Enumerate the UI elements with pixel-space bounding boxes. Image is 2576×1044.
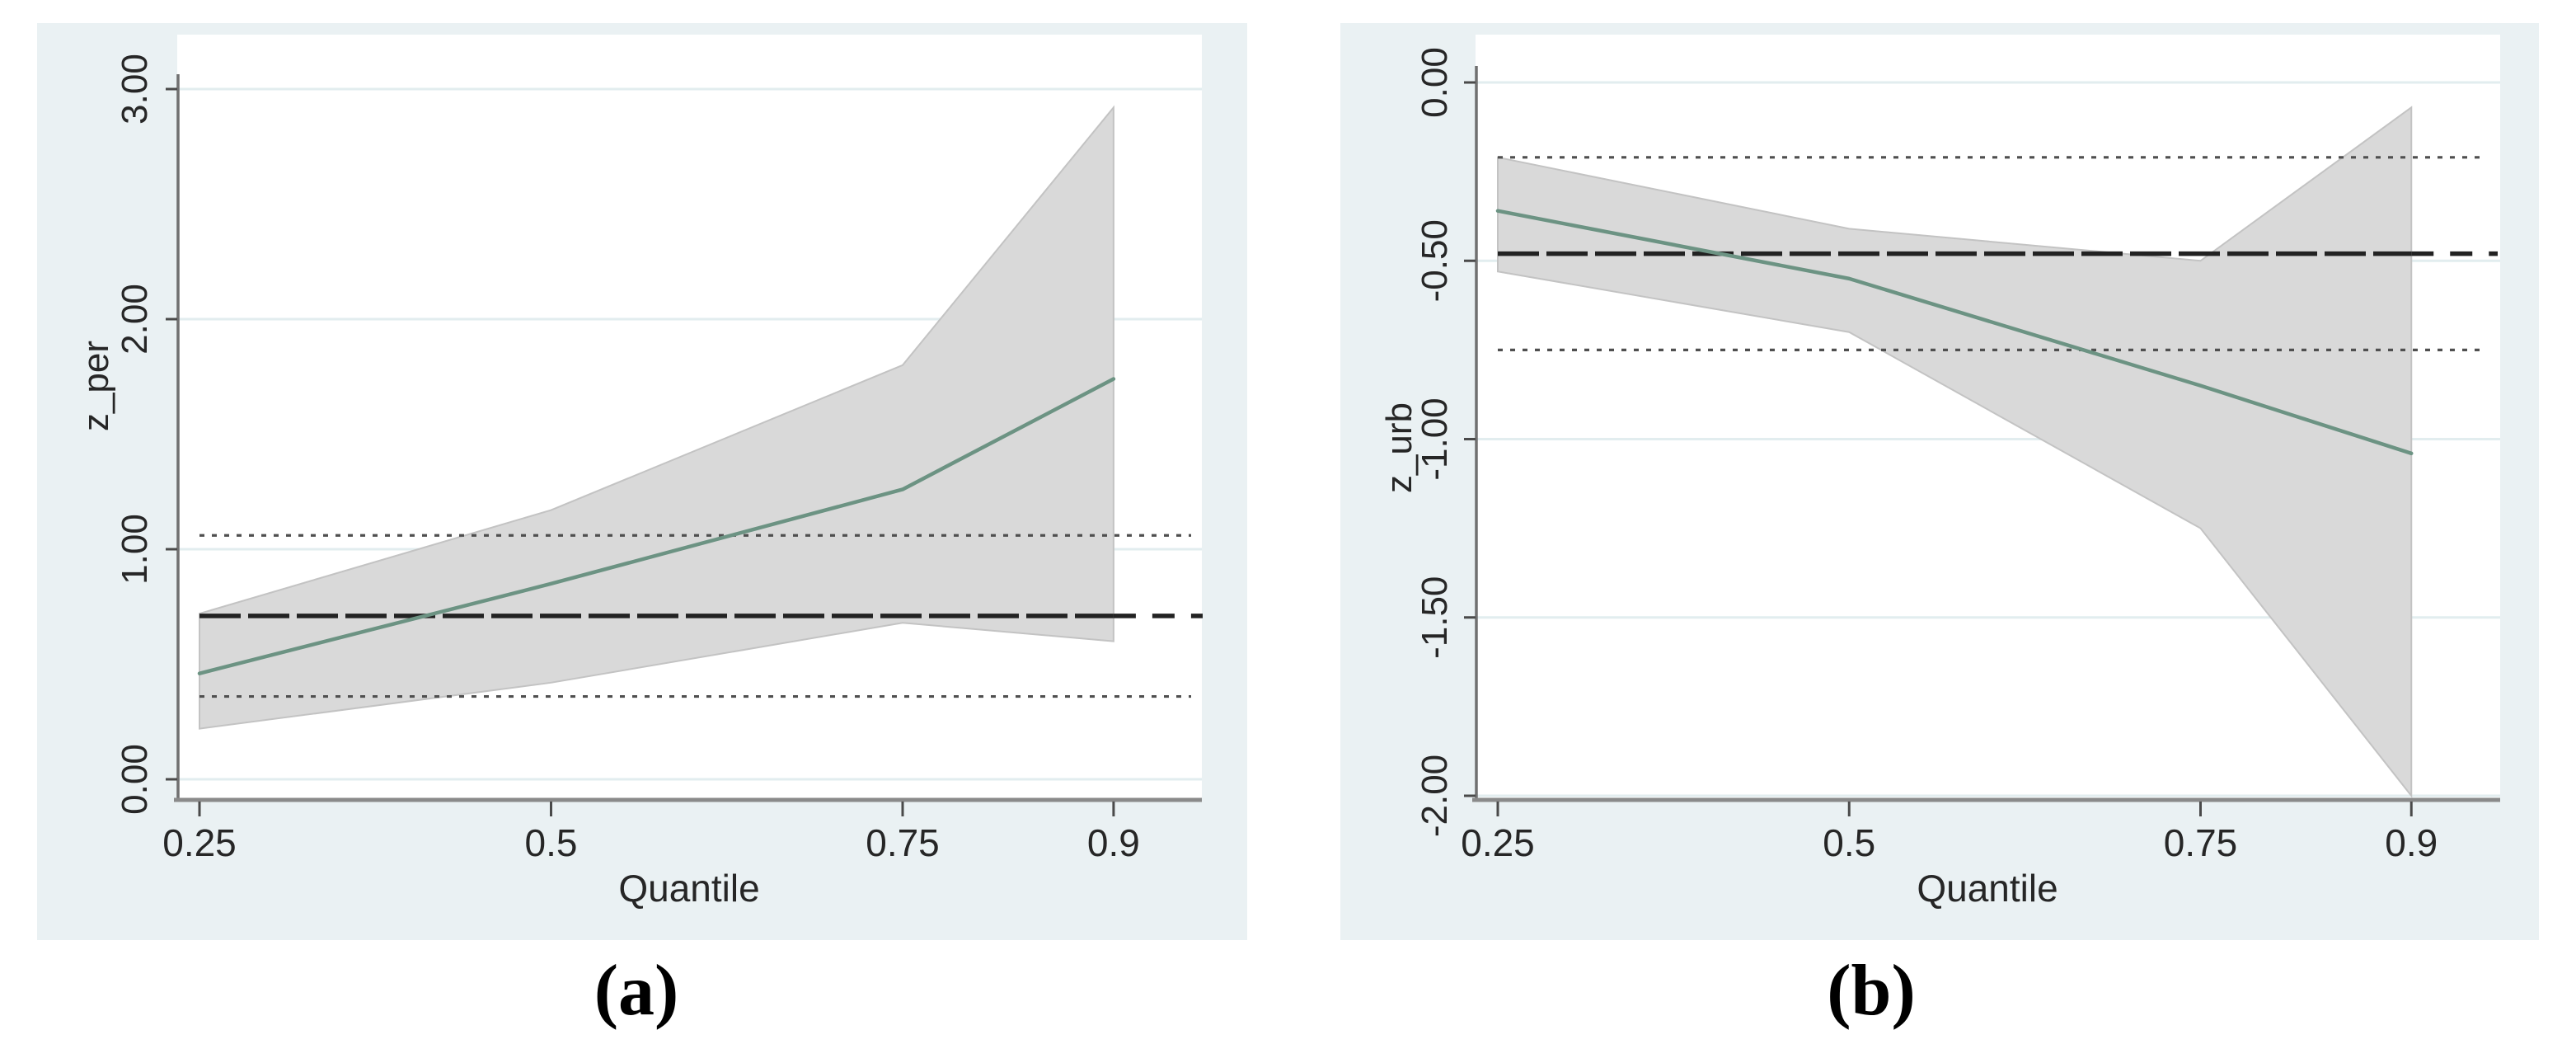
x-tick-label: 0.5 [525,821,578,864]
y-tick-label: -1.50 [1415,576,1455,659]
y-axis-label-a: z_per [76,340,116,432]
ci-band [199,105,1114,730]
y-axis-label-b: z_urb [1379,402,1419,494]
y-tick-label: -0.50 [1415,219,1455,302]
coefficient-line [1495,209,2414,456]
y-tick-label: 0.00 [1415,47,1455,118]
x-tick-label: 0.75 [2164,821,2238,864]
chart-a-canvas: 0.25 0.5 0.75 0.9 0.00 1.00 2.00 3.00 [37,23,1247,940]
y-tick-label: 1.00 [115,514,155,585]
x-axis-label-b: Quantile [1917,867,2058,910]
y-tick-label: -1.00 [1415,397,1455,480]
coefficient-line [197,377,1116,675]
x-tick-label: 0.9 [1087,821,1140,864]
y-tick-label: 0.00 [115,744,155,815]
x-tick-label: 0.5 [1823,821,1875,864]
chart-b-canvas: 0.25 0.5 0.75 0.9 0.00 -0.50 -1.00 -1.50 -2.00 [1340,23,2539,940]
chart-a-svg: 0.25 0.5 0.75 0.9 0.00 1.00 2.00 3.00 [115,35,1203,864]
y-tick-label: 2.00 [115,284,155,355]
y-tick-label: 3.00 [115,54,155,125]
panel-caption-b: (b) [1827,951,1916,1031]
chart-b-svg: 0.25 0.5 0.75 0.9 0.00 -0.50 -1.00 -1.50 -2.00 [1415,35,2500,864]
figure-panel-a: 0.25 0.5 0.75 0.9 0.00 1.00 2.00 3.00 z_per Qua… [37,23,1247,940]
x-tick-label: 0.25 [1461,821,1535,864]
x-tick-label: 0.9 [2385,821,2438,864]
figure-panel-b: 0.25 0.5 0.75 0.9 0.00 -0.50 -1.00 -1.50 -2.00 z… [1340,23,2539,940]
x-tick-label: 0.25 [162,821,237,864]
x-tick-label: 0.75 [866,821,940,864]
panel-caption-a: (a) [594,951,679,1031]
x-axis-label-a: Quantile [618,867,760,910]
ci-band [1497,106,2413,798]
y-tick-label: -2.00 [1415,755,1455,837]
